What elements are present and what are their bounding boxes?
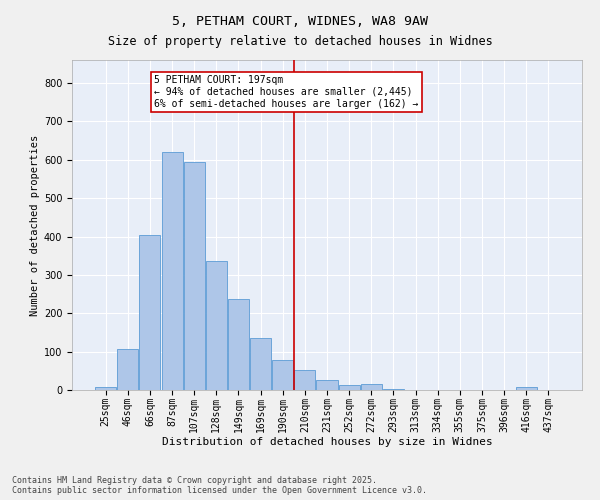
Bar <box>361 384 382 390</box>
Bar <box>515 387 536 390</box>
Bar <box>206 261 227 390</box>
Bar <box>316 380 338 390</box>
Bar <box>118 348 139 390</box>
Bar <box>184 162 205 390</box>
X-axis label: Distribution of detached houses by size in Widnes: Distribution of detached houses by size … <box>161 437 493 447</box>
Text: 5, PETHAM COURT, WIDNES, WA8 9AW: 5, PETHAM COURT, WIDNES, WA8 9AW <box>172 15 428 28</box>
Text: 5 PETHAM COURT: 197sqm
← 94% of detached houses are smaller (2,445)
6% of semi-d: 5 PETHAM COURT: 197sqm ← 94% of detached… <box>154 76 419 108</box>
Bar <box>250 338 271 390</box>
Bar <box>338 386 359 390</box>
Bar <box>95 387 116 390</box>
Bar <box>272 360 293 390</box>
Bar <box>228 300 249 390</box>
Text: Size of property relative to detached houses in Widnes: Size of property relative to detached ho… <box>107 35 493 48</box>
Y-axis label: Number of detached properties: Number of detached properties <box>29 134 40 316</box>
Text: Contains HM Land Registry data © Crown copyright and database right 2025.
Contai: Contains HM Land Registry data © Crown c… <box>12 476 427 495</box>
Bar <box>383 389 404 390</box>
Bar <box>161 152 182 390</box>
Bar <box>139 236 160 390</box>
Bar <box>295 370 316 390</box>
